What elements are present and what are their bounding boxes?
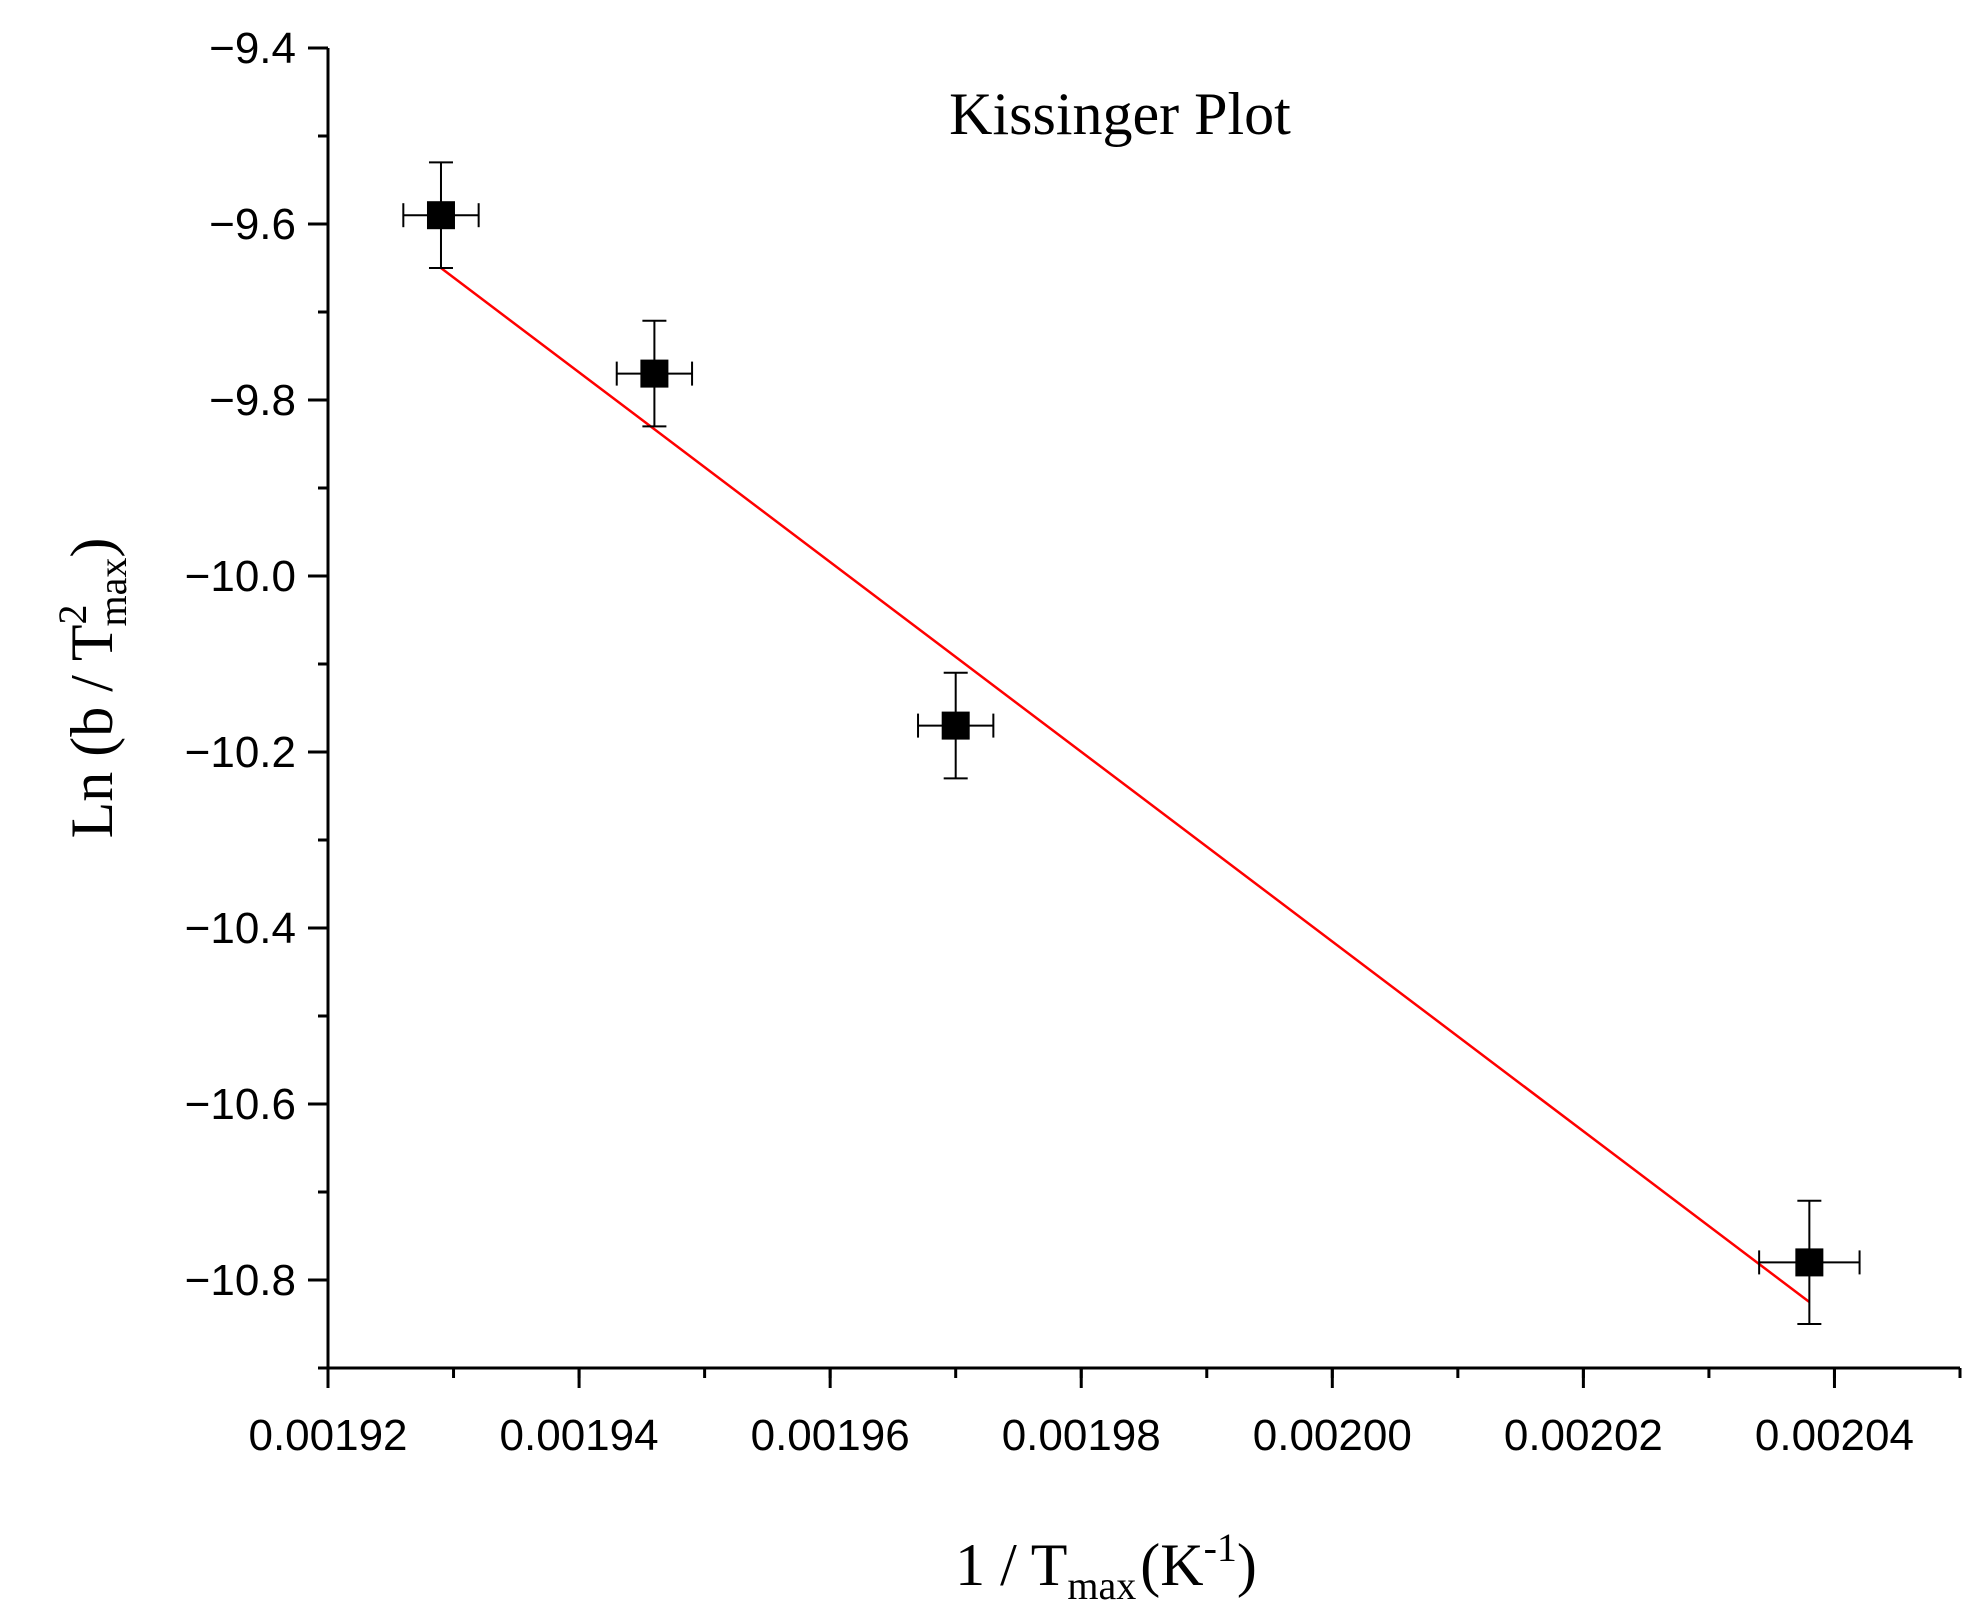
square-marker [941,711,970,740]
x-axis-title-unit-open: (K [1140,1532,1203,1598]
x-tick-label: 0.00198 [1002,1411,1161,1460]
y-tick-label: −10.6 [185,1080,296,1129]
x-axis-title: 1 / Tmax(K-1) [955,1525,1257,1608]
data-point [402,161,480,269]
square-marker [426,201,455,230]
y-tick-label: −10.0 [185,552,296,601]
x-axis-title-unit-sup: -1 [1204,1525,1237,1570]
square-marker [640,359,669,388]
chart-title: Kissinger Plot [949,81,1291,147]
x-tick-label: 0.00200 [1253,1411,1412,1460]
y-tick-label: −10.4 [185,904,296,953]
data-point [615,319,694,428]
y-axis-title-sub: max [90,558,135,627]
square-marker [1795,1248,1824,1277]
x-tick-label: 0.00196 [751,1411,910,1460]
y-tick-label: −9.6 [209,200,296,249]
x-axis-title-unit-close: ) [1237,1532,1257,1598]
y-ticks: −9.4 −9.6 −9.8 −10.0 −10.2 −10.4 −10.6 −10.8 [185,24,328,1370]
y-tick-label: −10.2 [185,728,296,777]
x-ticks: 0.00192 0.00194 0.00196 0.00198 0.00200 0.002… [248,1368,1962,1460]
y-axis-title-sup: 2 [50,604,95,624]
y-axis-title-main: Ln (b / T [59,624,125,838]
fit-line-layer [440,267,1811,1303]
y-axis-title-close: ) [59,538,125,558]
data-points-layer [402,161,1861,1325]
x-axis-title-sub: max [1067,1563,1136,1608]
y-tick-label: −10.8 [185,1256,296,1305]
y-tick-label: −9.4 [209,24,296,73]
x-tick-label: 0.00204 [1755,1411,1914,1460]
data-point [917,671,995,780]
x-tick-label: 0.00192 [248,1411,407,1460]
plot-area: −9.4 −9.6 −9.8 −10.0 −10.2 −10.4 −10.6 −10.8 0.… [185,24,1962,1460]
x-axis-title-main: 1 / T [955,1532,1067,1598]
y-tick-label: −9.8 [209,376,296,425]
data-point [1758,1199,1861,1325]
fit-line [440,267,1811,1303]
y-axis-title: Ln (b / T2max) [50,538,135,839]
x-tick-label: 0.00202 [1504,1411,1663,1460]
x-tick-label: 0.00194 [500,1411,659,1460]
